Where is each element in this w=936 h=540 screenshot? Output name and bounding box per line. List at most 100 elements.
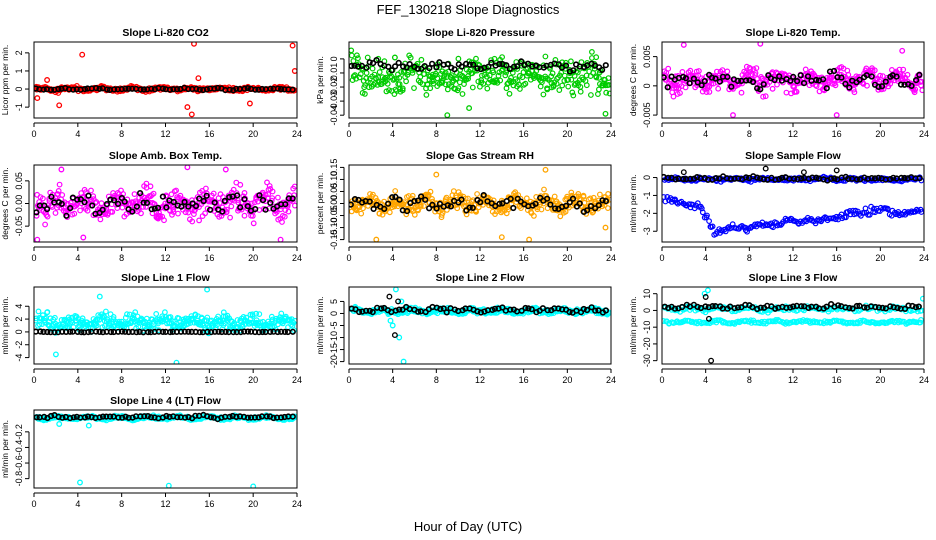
point bbox=[93, 198, 100, 205]
point bbox=[605, 190, 611, 197]
point bbox=[196, 217, 203, 224]
point bbox=[668, 73, 675, 80]
point bbox=[893, 73, 900, 80]
point bbox=[401, 199, 408, 206]
outlier-point bbox=[392, 287, 399, 293]
point bbox=[237, 329, 244, 336]
point bbox=[226, 413, 233, 420]
point bbox=[593, 74, 600, 81]
point bbox=[469, 204, 476, 211]
point bbox=[196, 86, 203, 93]
point bbox=[479, 72, 485, 79]
outlier-point bbox=[184, 165, 191, 171]
outlier-point bbox=[680, 42, 687, 48]
point bbox=[894, 304, 901, 312]
point bbox=[580, 305, 587, 313]
point bbox=[678, 303, 686, 311]
point bbox=[499, 200, 506, 207]
point bbox=[151, 205, 158, 212]
y-axis: -20-15-10-505 bbox=[329, 299, 345, 368]
point bbox=[591, 205, 599, 212]
outlier-point bbox=[542, 166, 549, 173]
point bbox=[851, 89, 858, 96]
point bbox=[93, 322, 100, 329]
point bbox=[360, 205, 366, 212]
point bbox=[847, 207, 853, 214]
y-axis: -0.8-0.6-0.4-0.2 bbox=[14, 424, 30, 486]
point bbox=[477, 309, 485, 316]
point bbox=[141, 413, 148, 420]
point bbox=[459, 91, 466, 97]
point bbox=[477, 199, 484, 206]
outlier-point bbox=[705, 315, 712, 322]
point bbox=[458, 63, 465, 70]
point bbox=[760, 176, 767, 183]
point bbox=[444, 60, 451, 68]
point bbox=[409, 192, 416, 199]
point bbox=[81, 199, 88, 206]
point bbox=[118, 85, 125, 93]
point bbox=[532, 200, 539, 207]
x-tick-label: 20 bbox=[875, 375, 885, 385]
point bbox=[871, 205, 877, 212]
x-tick-label: 8 bbox=[119, 499, 124, 509]
point bbox=[267, 85, 274, 92]
point bbox=[398, 69, 405, 75]
point bbox=[204, 328, 211, 336]
x-tick-label: 0 bbox=[659, 129, 664, 139]
point bbox=[181, 328, 188, 335]
point bbox=[150, 190, 157, 197]
point bbox=[772, 305, 779, 312]
point bbox=[388, 67, 395, 74]
y-tick-label: 0.005 bbox=[642, 45, 652, 68]
point bbox=[589, 49, 595, 55]
point bbox=[580, 192, 587, 199]
point bbox=[455, 85, 462, 91]
point bbox=[868, 73, 875, 80]
point bbox=[47, 86, 55, 93]
y-tick-label: 0.15 bbox=[329, 159, 339, 177]
point bbox=[211, 199, 218, 206]
y-axis: -0.04-0.03-0.02-0.010 bbox=[329, 56, 345, 125]
point bbox=[871, 175, 879, 182]
outlier-point bbox=[757, 42, 764, 47]
point bbox=[499, 304, 506, 311]
point bbox=[856, 76, 863, 83]
x-tick-label: 20 bbox=[248, 375, 258, 385]
point bbox=[292, 317, 297, 324]
point bbox=[281, 413, 288, 421]
point bbox=[665, 65, 672, 72]
point bbox=[686, 201, 692, 208]
point bbox=[539, 305, 547, 312]
y-tick-label: 2 bbox=[14, 317, 24, 322]
x-tick-label: 0 bbox=[346, 129, 351, 139]
point bbox=[196, 195, 203, 202]
x-tick-label: 20 bbox=[562, 129, 572, 139]
point bbox=[363, 64, 370, 71]
outlier-point bbox=[702, 294, 709, 300]
outlier-point bbox=[704, 287, 711, 294]
outlier-point bbox=[680, 169, 687, 176]
point bbox=[566, 199, 573, 206]
y-tick-label: -0.03 bbox=[329, 91, 339, 112]
point bbox=[399, 85, 406, 92]
point bbox=[289, 86, 296, 93]
point bbox=[285, 208, 292, 215]
point bbox=[226, 194, 233, 201]
point bbox=[550, 82, 557, 89]
x-tick-label: 0 bbox=[659, 253, 664, 263]
point bbox=[51, 329, 58, 336]
point bbox=[58, 200, 65, 207]
y-tick-label: 0 bbox=[642, 83, 652, 88]
point bbox=[137, 190, 144, 197]
x-tick-label: 12 bbox=[788, 129, 798, 139]
point bbox=[248, 200, 255, 207]
x-tick-label: 24 bbox=[919, 375, 929, 385]
point bbox=[444, 86, 451, 93]
point bbox=[913, 319, 920, 326]
point bbox=[898, 174, 905, 181]
point bbox=[241, 196, 248, 203]
point bbox=[196, 329, 203, 336]
point bbox=[70, 86, 77, 93]
